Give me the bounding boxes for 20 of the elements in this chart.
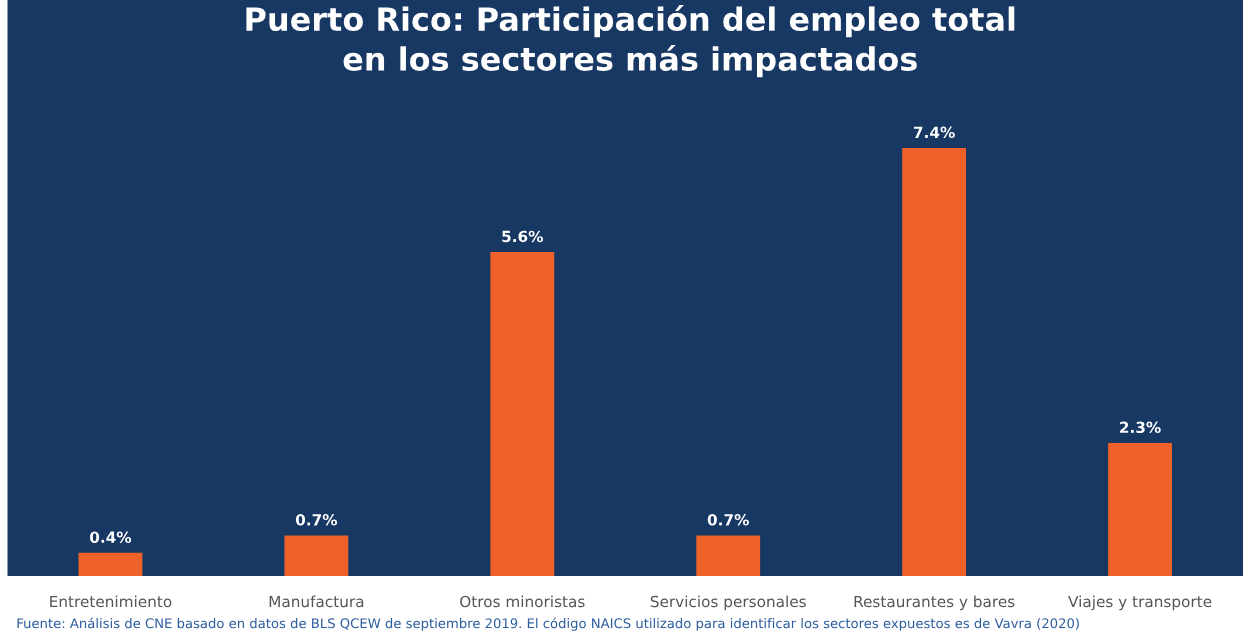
x-tick-label: Viajes y transporte	[1068, 595, 1212, 611]
x-tick-label: Entretenimiento	[50, 595, 172, 608]
bar	[284, 535, 349, 576]
x-tick-label: Servicios personales	[650, 595, 806, 611]
data-label: 7.4%	[913, 126, 955, 139]
data-label: 0.7%	[295, 514, 338, 526]
x-tick-label: Otros minoristas	[460, 595, 585, 608]
x-tick-label: Manufactura	[269, 595, 364, 608]
data-label: 2.3%	[1120, 421, 1161, 434]
data-label: 0.4%	[89, 531, 132, 543]
bar	[1108, 442, 1172, 576]
bar	[696, 535, 761, 576]
chart-title: Puerto Rico: Participación del empleo total en los sectores más impactados	[246, 5, 1015, 78]
data-label: 5.6%	[502, 230, 543, 243]
data-label: 0.7%	[707, 514, 749, 526]
bar	[902, 148, 967, 576]
x-tick-label: Restaurantes y bares	[854, 595, 1015, 611]
source-note: Fuente: Análisis de CNE basado en datos de BLS QCEW de septiembre 2019. El código NAICS utilizado para identificar los sectores expuestos es de Vavra (2020)	[17, 617, 1079, 631]
bar	[490, 252, 555, 576]
bar	[78, 552, 143, 576]
